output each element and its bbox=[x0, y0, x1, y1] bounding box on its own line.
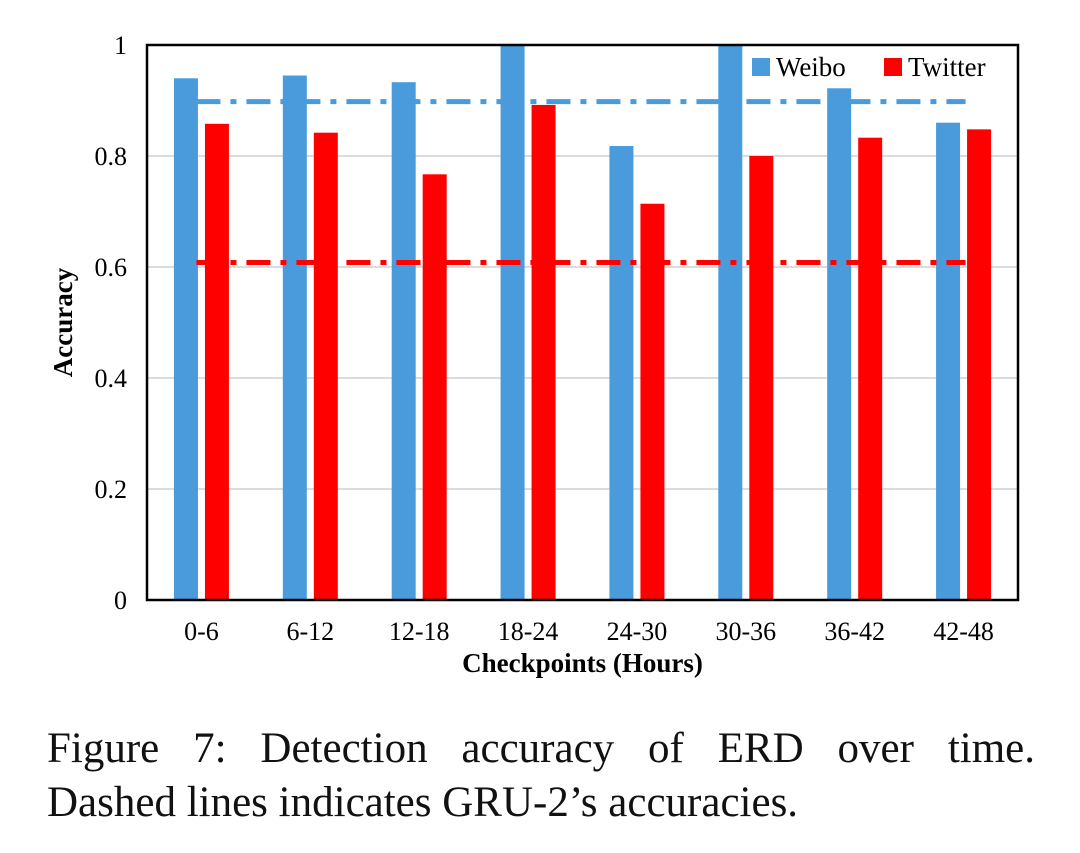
y-tick-label: 1 bbox=[114, 31, 127, 60]
legend-label-weibo: Weibo bbox=[776, 52, 846, 82]
x-tick-label: 6-12 bbox=[286, 617, 334, 646]
legend-swatch-weibo bbox=[752, 58, 770, 76]
plot-area-frame bbox=[145, 43, 1020, 602]
reference-lines bbox=[196, 99, 966, 266]
legend: Weibo Twitter bbox=[752, 52, 986, 82]
bar-weibo-42-48 bbox=[936, 122, 961, 600]
y-tick-label: 0.8 bbox=[95, 142, 128, 171]
y-tick-label: 0.2 bbox=[95, 475, 128, 504]
caption-line-2: Dashed lines indicates GRU-2’s accuracie… bbox=[47, 779, 799, 826]
y-axis-label: Accuracy bbox=[48, 267, 78, 377]
bar-chart: 0 0.2 0.4 0.6 0.8 1 0-6 6-12 12-18 18-24 24-30 30-… bbox=[48, 31, 1020, 678]
bar-weibo-30-36 bbox=[718, 45, 743, 600]
y-tick-label: 0 bbox=[114, 586, 127, 615]
x-tick-label: 24-30 bbox=[607, 617, 668, 646]
x-tick-labels: 0-6 6-12 12-18 18-24 24-30 30-36 36-42 42-48 bbox=[184, 617, 994, 646]
x-axis-label: Checkpoints (Hours) bbox=[462, 648, 703, 678]
caption-line-1: Figure 7: Detection accuracy of ERD over… bbox=[47, 725, 1035, 772]
x-tick-label: 18-24 bbox=[498, 617, 559, 646]
legend-swatch-twitter bbox=[884, 58, 902, 76]
bar-twitter-12-18 bbox=[422, 174, 447, 600]
x-tick-label: 42-48 bbox=[933, 617, 994, 646]
bar-twitter-30-36 bbox=[749, 156, 774, 600]
bars bbox=[173, 45, 992, 601]
bar-twitter-36-42 bbox=[858, 137, 883, 600]
y-tick-label: 0.4 bbox=[95, 364, 128, 393]
bar-weibo-0-6 bbox=[173, 78, 198, 601]
x-tick-label: 30-36 bbox=[715, 617, 776, 646]
legend-label-twitter: Twitter bbox=[908, 52, 986, 82]
bar-twitter-18-24 bbox=[531, 104, 556, 600]
y-tick-labels: 0 0.2 0.4 0.6 0.8 1 bbox=[95, 31, 128, 615]
bar-weibo-6-12 bbox=[282, 75, 307, 600]
bar-weibo-18-24 bbox=[500, 45, 525, 600]
x-tick-label: 36-42 bbox=[824, 617, 885, 646]
gridlines bbox=[147, 155, 1018, 490]
x-tick-label: 12-18 bbox=[389, 617, 450, 646]
x-tick-label: 0-6 bbox=[184, 617, 219, 646]
bar-twitter-42-48 bbox=[967, 129, 992, 601]
bar-weibo-36-42 bbox=[827, 88, 852, 600]
y-tick-label: 0.6 bbox=[95, 253, 128, 282]
bar-twitter-0-6 bbox=[204, 123, 229, 600]
bar-twitter-6-12 bbox=[313, 132, 338, 600]
bar-weibo-12-18 bbox=[391, 82, 416, 600]
bar-twitter-24-30 bbox=[640, 203, 665, 601]
bar-weibo-24-30 bbox=[609, 146, 634, 600]
figure-caption: Figure 7: Detection accuracy of ERD over… bbox=[47, 722, 1035, 830]
